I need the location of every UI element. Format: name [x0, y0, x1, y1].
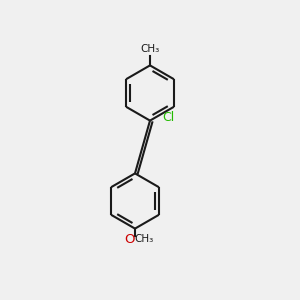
Text: O: O	[124, 233, 134, 246]
Text: CH₃: CH₃	[140, 44, 160, 54]
Text: Cl: Cl	[162, 111, 174, 124]
Text: CH₃: CH₃	[134, 234, 154, 244]
